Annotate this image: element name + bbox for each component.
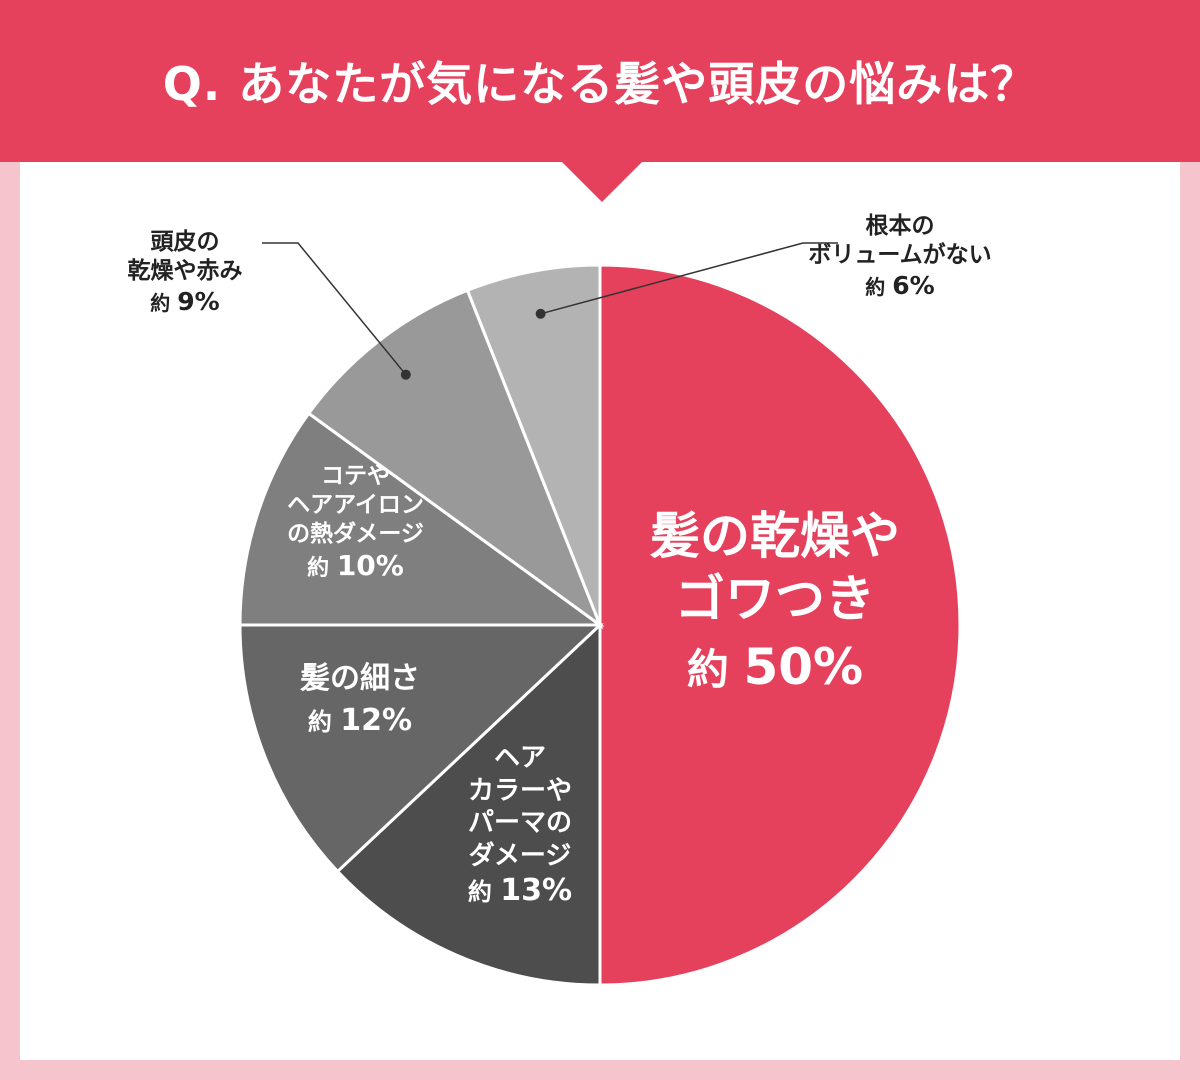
- slice-prefix: 約: [307, 707, 332, 736]
- slice-percent: 10%: [336, 549, 404, 583]
- slice-name: ヘア カラーや パーマの ダメージ: [467, 743, 572, 871]
- slice-label-scalp-dryness: 頭皮の 乾燥や赤み 約 9%: [95, 228, 275, 317]
- pie-slice: [465, 263, 602, 626]
- pie-slice: [335, 621, 602, 987]
- slice-label-thin-hair: 髪の細さ 約 12%: [255, 660, 465, 739]
- slice-prefix: 約: [865, 274, 886, 299]
- slice-value: 約 12%: [255, 702, 465, 740]
- slice-prefix: 約: [307, 556, 330, 582]
- slice-prefix: 約: [467, 878, 492, 906]
- slice-label-heat-damage: コテや ヘアアイロン の熱ダメージ 約 10%: [248, 462, 463, 583]
- slice-value: 約 9%: [95, 286, 275, 317]
- pie-slice: [306, 288, 604, 630]
- slice-percent: 9%: [177, 286, 220, 316]
- slice-prefix: 約: [686, 645, 729, 694]
- slice-percent: 6%: [892, 270, 935, 300]
- header-bar: [0, 0, 1200, 162]
- slice-value: 約 13%: [420, 872, 620, 910]
- slice-value: 約 50%: [600, 636, 950, 699]
- slice-name: 頭皮の 乾燥や赤み: [127, 229, 243, 284]
- slice-name: 髪の細さ: [300, 661, 420, 696]
- pie-slice: [598, 263, 962, 987]
- slice-name: 髪の乾燥や ゴワつき: [650, 507, 900, 628]
- slice-value: 約 6%: [770, 270, 1030, 301]
- leader-line: [262, 242, 407, 376]
- slice-prefix: 約: [150, 290, 171, 315]
- slice-value: 約 10%: [248, 548, 463, 583]
- page-title: Q. あなたが気になる髪や頭皮の悩みは？: [162, 57, 1038, 111]
- slice-label-color-perm-damage: ヘア カラーや パーマの ダメージ 約 13%: [420, 742, 620, 910]
- slice-label-root-volume: 根本の ボリュームがない 約 6%: [770, 212, 1030, 301]
- slice-percent: 12%: [340, 702, 413, 738]
- header-pointer: [560, 160, 644, 202]
- slice-percent: 13%: [500, 873, 573, 908]
- slice-label-hair-dryness: 髪の乾燥や ゴワつき 約 50%: [600, 505, 950, 699]
- pie-slice: [238, 623, 604, 874]
- pie-slice: [238, 411, 605, 627]
- slice-name: 根本の ボリュームがない: [808, 213, 992, 268]
- slice-name: コテや ヘアアイロン の熱ダメージ: [287, 463, 424, 547]
- leader-line: [540, 242, 838, 315]
- slice-percent: 50%: [743, 638, 864, 696]
